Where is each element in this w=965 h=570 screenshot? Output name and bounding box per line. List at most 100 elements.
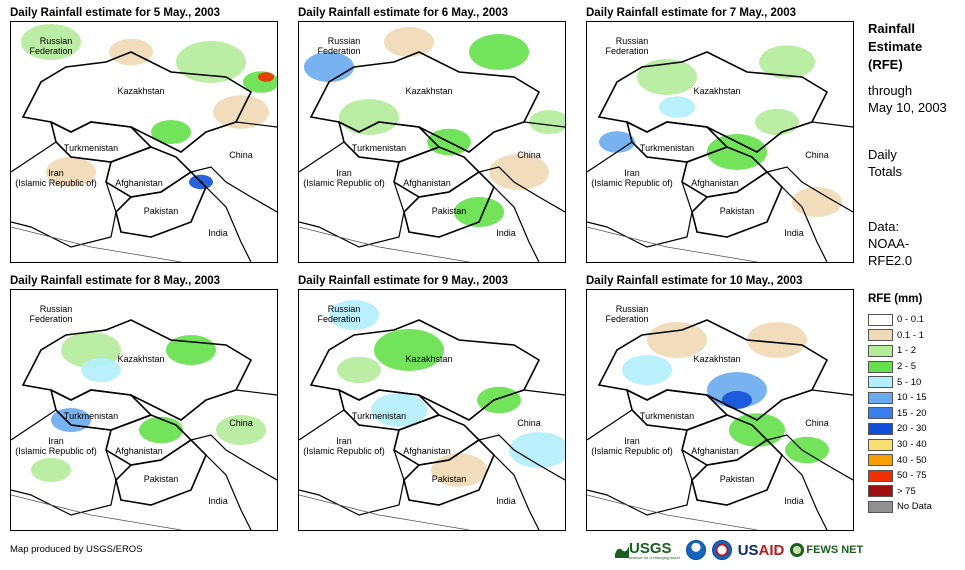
map-canvas xyxy=(11,319,277,530)
map-panel-3: Daily Rainfall estimate for 7 May., 2003… xyxy=(586,5,866,263)
border-pakistan xyxy=(115,170,207,238)
legend-swatch xyxy=(868,360,893,373)
map-canvas xyxy=(299,300,565,530)
map-label-turkmenistan: Turkmenistan xyxy=(639,411,695,421)
map-label-iran-2: (Islamic Republic of) xyxy=(591,446,673,456)
legend-swatch xyxy=(868,407,893,420)
legend: 0 - 0.1 0.1 - 1 1 - 2 2 - 5 5 - 10 10 - … xyxy=(868,312,932,515)
legend-swatch xyxy=(868,500,893,513)
data-label: Data: xyxy=(868,219,900,234)
partner-logos: USGS science for a changing world USAID … xyxy=(615,538,863,562)
legend-item: 0 - 0.1 xyxy=(868,312,932,328)
rfe-data-source: Data: NOAA- RFE2.0 xyxy=(868,218,912,269)
panel-title: Daily Rainfall estimate for 10 May., 200… xyxy=(586,275,803,287)
panel-title: Daily Rainfall estimate for 5 May., 2003 xyxy=(10,7,221,19)
map-label-kazakhstan: Kazakhstan xyxy=(693,354,741,364)
panel-title: Daily Rainfall estimate for 9 May., 2003 xyxy=(298,275,509,287)
coastline xyxy=(299,226,470,262)
legend-swatch xyxy=(868,329,893,342)
map-label-turkmenistan: Turkmenistan xyxy=(351,143,407,153)
map-label-russia-2: Federation xyxy=(29,46,73,56)
border-china-india xyxy=(468,121,565,262)
legend-swatch xyxy=(868,344,893,357)
map-label-russia-2: Federation xyxy=(29,314,73,324)
through-label: through xyxy=(868,83,913,98)
legend-label: 20 - 30 xyxy=(897,423,927,435)
legend-item: 20 - 30 xyxy=(868,421,932,437)
border-pakistan xyxy=(403,170,495,238)
legend-swatch xyxy=(868,454,893,467)
map-label-iran-2: (Islamic Republic of) xyxy=(15,446,97,456)
map-label-china: China xyxy=(229,418,253,428)
through-date: May 10, 2003 xyxy=(868,100,947,115)
map-label-pakistan: Pakistan xyxy=(431,474,467,484)
source-line2: RFE2.0 xyxy=(868,253,913,268)
map-label-pakistan: Pakistan xyxy=(143,206,179,216)
map-label-turkmenistan: Turkmenistan xyxy=(351,411,407,421)
map-panel-4: Daily Rainfall estimate for 8 May., 2003… xyxy=(10,273,290,531)
map-frame: Russian Federation Kazakhstan Turkmenistan C… xyxy=(298,21,566,263)
legend-item: > 75 xyxy=(868,484,932,500)
map-label-russia-1: Russian xyxy=(615,36,649,46)
legend-item: 15 - 20 xyxy=(868,406,932,422)
totals-label: Totals xyxy=(868,164,902,179)
nws-logo-icon xyxy=(711,540,732,560)
legend-label: > 75 xyxy=(897,485,916,497)
map-label-russia-1: Russian xyxy=(327,304,361,314)
legend-label: No Data xyxy=(897,501,932,513)
map-canvas xyxy=(587,319,853,530)
legend-label: 5 - 10 xyxy=(897,376,922,388)
border-pakistan xyxy=(691,438,783,506)
map-label-afghanistan: Afghanistan xyxy=(691,178,739,188)
map-label-russia-1: Russian xyxy=(615,304,649,314)
map-label-india: India xyxy=(784,228,804,238)
map-label-russia-2: Federation xyxy=(605,46,649,56)
map-label-iran-2: (Islamic Republic of) xyxy=(591,178,673,188)
map-label-russia-2: Federation xyxy=(317,314,361,324)
map-label-turkmenistan: Turkmenistan xyxy=(63,143,119,153)
border-afghanistan xyxy=(393,146,481,198)
map-label-afghanistan: Afghanistan xyxy=(403,446,451,456)
legend-label: 40 - 50 xyxy=(897,454,927,466)
map-label-iran-1: Iran xyxy=(336,168,352,178)
map-label-turkmenistan: Turkmenistan xyxy=(639,143,695,153)
border-china-india xyxy=(468,389,565,530)
border-afghanistan xyxy=(105,146,193,198)
panel-title: Daily Rainfall estimate for 8 May., 2003 xyxy=(10,275,221,287)
border-pakistan xyxy=(691,170,783,238)
rfe-title-line3: (RFE) xyxy=(868,57,903,72)
legend-label: 1 - 2 xyxy=(897,345,917,357)
coastline xyxy=(11,226,182,262)
rfe-title-line1: Rainfall xyxy=(868,21,915,36)
legend-label: 2 - 5 xyxy=(897,361,917,373)
map-label-india: India xyxy=(208,228,228,238)
map-label-china: China xyxy=(517,418,541,428)
rfe-title: Rainfall Estimate (RFE) xyxy=(868,20,922,74)
border-turkmenistan xyxy=(49,120,153,163)
map-panel-2: Daily Rainfall estimate for 6 May., 2003… xyxy=(298,5,578,263)
map-panel-1: Daily Rainfall estimate for 5 May., 2003… xyxy=(10,5,290,263)
map-label-iran-1: Iran xyxy=(48,436,64,446)
legend-item: 1 - 2 xyxy=(868,343,932,359)
map-label-pakistan: Pakistan xyxy=(719,206,755,216)
map-label-afghanistan: Afghanistan xyxy=(691,446,739,456)
border-china-india xyxy=(756,389,853,530)
usaid-logo-icon: USAID xyxy=(738,542,785,559)
map-label-russia-1: Russian xyxy=(327,36,361,46)
usgs-logo-tagline: science for a changing world xyxy=(629,555,680,560)
map-canvas xyxy=(299,27,565,262)
noaa-logo-icon xyxy=(685,540,706,560)
map-frame: Russian Federation Kazakhstan Turkmenistan C… xyxy=(10,289,278,531)
legend-label: 15 - 20 xyxy=(897,407,927,419)
fews-net-logo-icon: FEWS NET xyxy=(790,543,863,557)
usgs-logo-text: USGS xyxy=(629,540,672,557)
map-label-iran-2: (Islamic Republic of) xyxy=(15,178,97,188)
fews-net-logo-text: FEWS NET xyxy=(806,544,864,556)
map-label-kazakhstan: Kazakhstan xyxy=(405,354,453,364)
legend-label: 0.1 - 1 xyxy=(897,329,924,341)
legend-item: 10 - 15 xyxy=(868,390,932,406)
map-label-china: China xyxy=(517,150,541,160)
border-pakistan xyxy=(115,438,207,506)
map-label-iran-2: (Islamic Republic of) xyxy=(303,446,385,456)
map-label-russia-1: Russian xyxy=(39,36,73,46)
